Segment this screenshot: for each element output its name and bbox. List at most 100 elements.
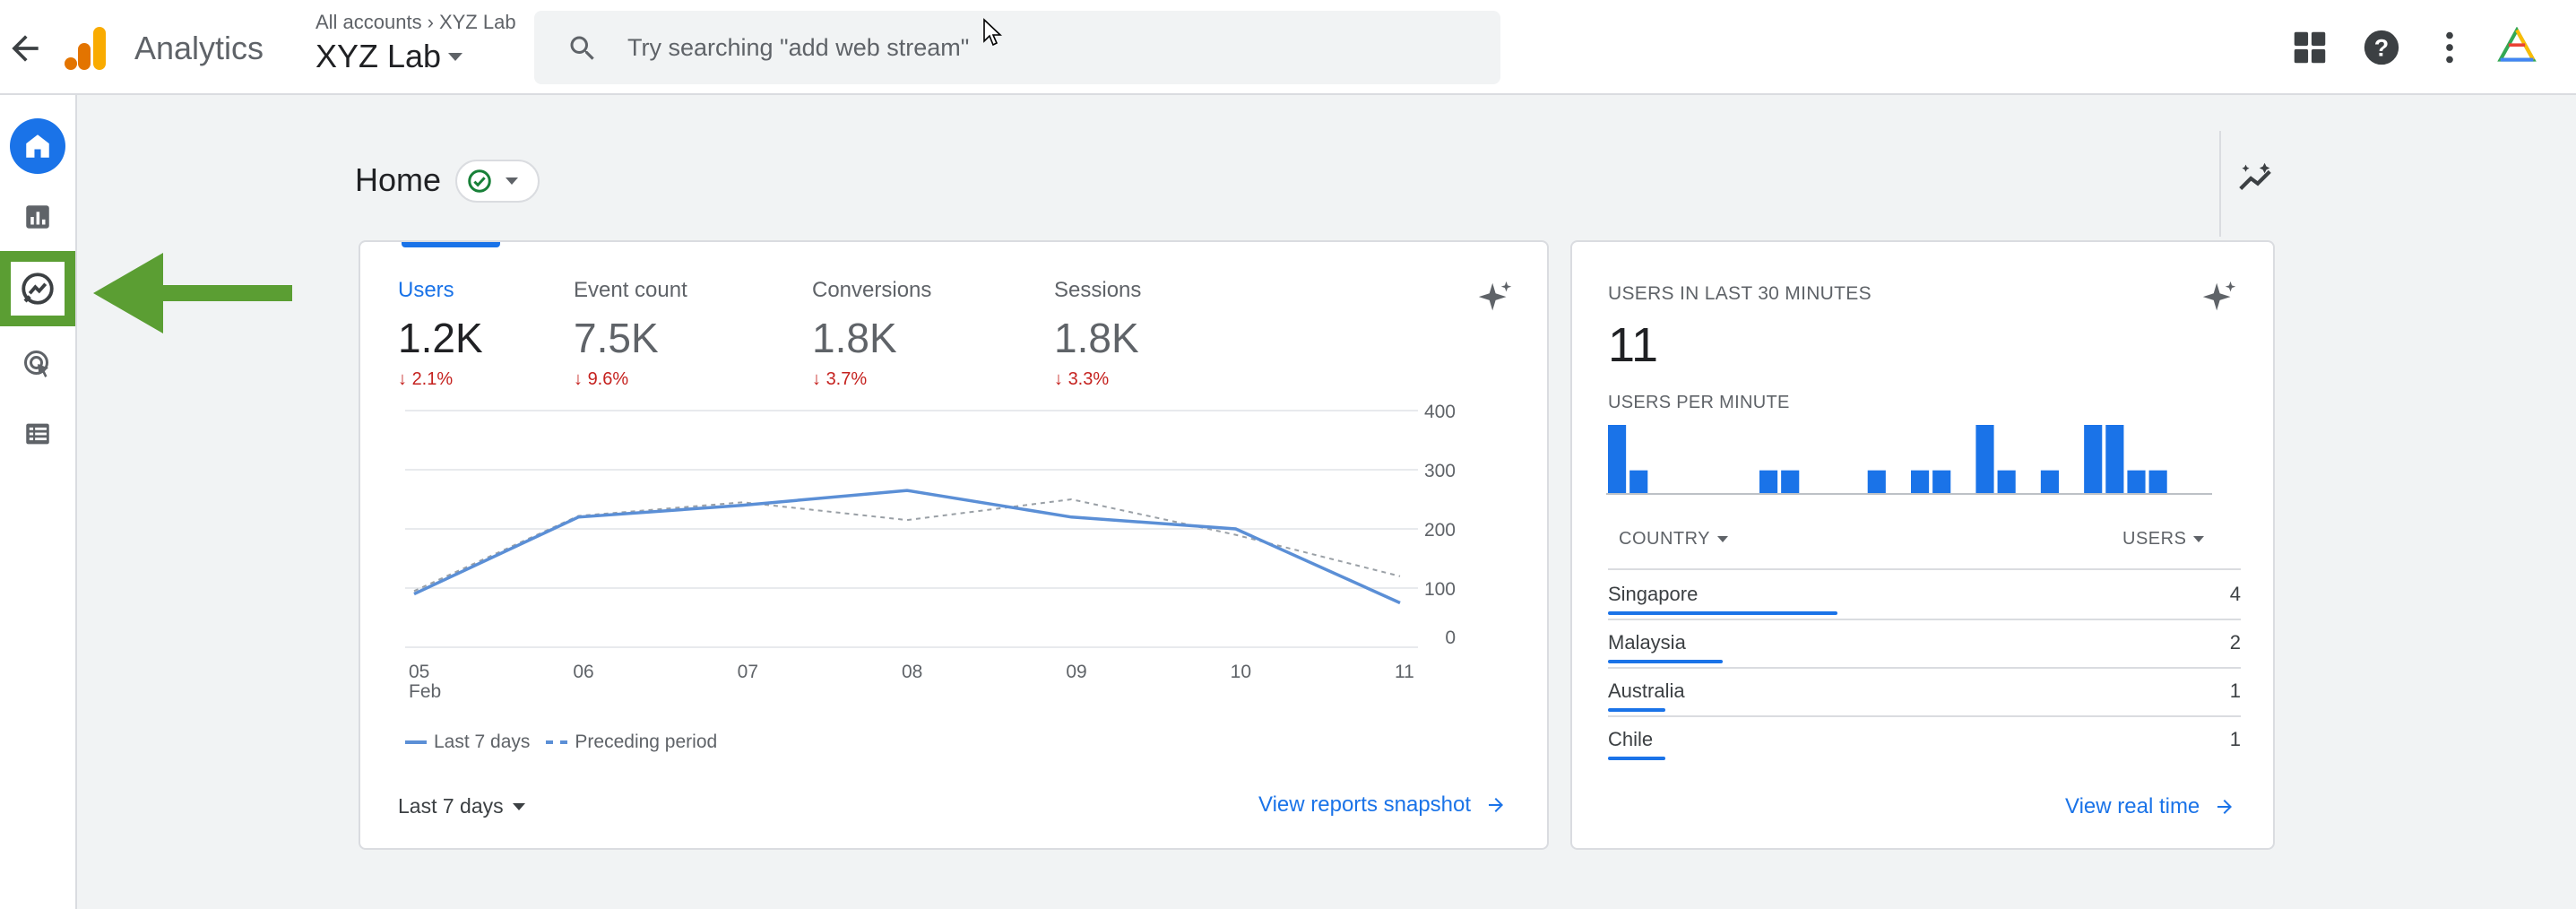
table-row: Singapore 4: [1608, 572, 2241, 620]
x-tick-label: 06: [573, 662, 593, 682]
metric-label: Conversions: [812, 278, 932, 302]
green-arrow-annotation-icon: [93, 253, 292, 333]
page-title: Home: [355, 161, 442, 198]
metric-value: 1.8K: [1054, 315, 1139, 361]
minute-bar: [1911, 470, 1930, 493]
view-real-time-link[interactable]: View real time: [2065, 794, 2235, 819]
legend-swatch-dashed: [546, 740, 568, 744]
minute-bar: [2040, 470, 2059, 493]
country-share-bar: [1608, 708, 1665, 712]
breadcrumb-item: All accounts: [316, 11, 422, 33]
realtime-title: USERS IN LAST 30 MINUTES: [1608, 283, 1871, 304]
summary-card: Users 1.2K ↓ 2.1% Event count 7.5K ↓ 9.6…: [359, 240, 1549, 850]
metric-change-value: 3.7%: [826, 369, 868, 389]
series-line-last-7-days: [413, 489, 1401, 605]
caret-down-icon: [512, 802, 525, 810]
metric-change-value: 9.6%: [587, 369, 629, 389]
y-tick-label: 100: [1424, 579, 1456, 600]
metric-tab-users[interactable]: Users 1.2K ↓ 2.1%: [398, 278, 483, 390]
app-name: Analytics: [134, 30, 264, 66]
table-header-divider: [1608, 568, 2241, 570]
y-tick-label: 300: [1424, 461, 1456, 481]
header-divider: [2219, 131, 2221, 237]
configure-icon: [26, 423, 49, 445]
account-selector[interactable]: All accounts › XYZ Lab XYZ Lab: [316, 11, 516, 75]
y-tick-label: 200: [1424, 520, 1456, 541]
country-name: Australia: [1608, 680, 1685, 702]
sparkle-insights-icon[interactable]: [2200, 278, 2241, 319]
arrow-forward-icon: [2217, 800, 2233, 814]
series-line-preceding-period: [413, 498, 1401, 593]
account-avatar-icon[interactable]: [2497, 27, 2537, 66]
nav-home[interactable]: [10, 118, 65, 174]
top-app-bar: Analytics All accounts › XYZ Lab XYZ Lab…: [0, 0, 2576, 95]
home-icon: [26, 134, 49, 158]
analytics-logo-icon: [65, 27, 106, 70]
table-row: Australia 1: [1608, 669, 2241, 717]
arrow-forward-icon: [1489, 798, 1504, 812]
users-per-minute-label: USERS PER MINUTE: [1608, 393, 1790, 412]
view-reports-snapshot-link[interactable]: View reports snapshot: [1258, 792, 1507, 818]
help-icon[interactable]: ?: [2361, 27, 2402, 68]
minute-bar: [2127, 470, 2146, 493]
link-label: View reports snapshot: [1258, 792, 1472, 817]
back-arrow-icon[interactable]: [5, 29, 45, 68]
minute-bar: [2084, 425, 2103, 493]
link-label: View real time: [2065, 794, 2200, 818]
country-column-header[interactable]: COUNTRY: [1619, 529, 1729, 550]
metric-change: ↓ 9.6%: [574, 369, 629, 389]
country-share-bar: [1608, 757, 1665, 760]
sparkle-insights-icon[interactable]: [1475, 278, 1517, 319]
metric-label: Users: [398, 278, 454, 302]
minute-bar: [1975, 425, 1994, 493]
legend-swatch-solid: [405, 740, 427, 744]
nav-configure[interactable]: [9, 405, 66, 463]
property-picker[interactable]: XYZ Lab: [316, 38, 516, 75]
x-tick-label: 11: [1395, 662, 1414, 682]
search-input[interactable]: [627, 30, 1470, 65]
apps-grid-icon[interactable]: [2289, 27, 2330, 68]
country-users: 1: [2229, 680, 2241, 702]
more-vert-icon[interactable]: [2429, 27, 2470, 68]
country-share-bar: [1608, 660, 1723, 663]
x-tick-label: 07: [738, 662, 758, 682]
caret-down-icon: [506, 177, 518, 185]
metric-change: ↓ 3.7%: [812, 369, 868, 389]
metric-tab-sessions[interactable]: Sessions 1.8K ↓ 3.3%: [1054, 278, 1141, 390]
x-tick-label: 08: [902, 662, 922, 682]
users-column-header[interactable]: USERS: [2122, 529, 2205, 550]
nav-advertising[interactable]: [9, 335, 66, 393]
caret-down-icon: [1717, 536, 1729, 542]
realtime-card: USERS IN LAST 30 MINUTES 11 USERS PER MI…: [1570, 240, 2275, 850]
chart-legend: Last 7 days Preceding period: [405, 732, 717, 753]
row-divider: [1608, 715, 2241, 717]
insights-icon[interactable]: [2235, 158, 2277, 199]
search-bar[interactable]: [534, 11, 1500, 84]
metric-tab-conversions[interactable]: Conversions 1.8K ↓ 3.7%: [812, 278, 931, 390]
explore-icon: [22, 273, 54, 305]
metric-change-value: 3.3%: [1068, 369, 1110, 389]
table-row: Malaysia 2: [1608, 620, 2241, 669]
date-range-dropdown[interactable]: Last 7 days: [398, 794, 525, 818]
nav-explore[interactable]: [0, 251, 75, 326]
x-tick-label: 05: [409, 662, 429, 682]
country-share-bar: [1608, 611, 1837, 615]
minute-bar: [1781, 470, 1800, 493]
realtime-user-count: 11: [1608, 318, 1659, 372]
minute-bar: [1608, 425, 1627, 493]
country-name: Malaysia: [1608, 631, 1686, 654]
x-tick-label: 09: [1066, 662, 1086, 682]
country-users: 4: [2229, 583, 2241, 605]
metric-label: Event count: [574, 278, 687, 302]
data-status-chip[interactable]: [455, 160, 540, 203]
x-tick-label: 10: [1231, 662, 1251, 682]
metric-tab-event-count[interactable]: Event count 7.5K ↓ 9.6%: [574, 278, 687, 390]
minute-bar: [2148, 470, 2167, 493]
breadcrumb: All accounts › XYZ Lab: [316, 11, 516, 34]
search-icon: [570, 36, 594, 60]
nav-reports[interactable]: [9, 188, 66, 246]
country-name: Singapore: [1608, 583, 1699, 605]
x-tick-sublabel: Feb: [409, 681, 441, 702]
minute-bar: [1932, 470, 1951, 493]
